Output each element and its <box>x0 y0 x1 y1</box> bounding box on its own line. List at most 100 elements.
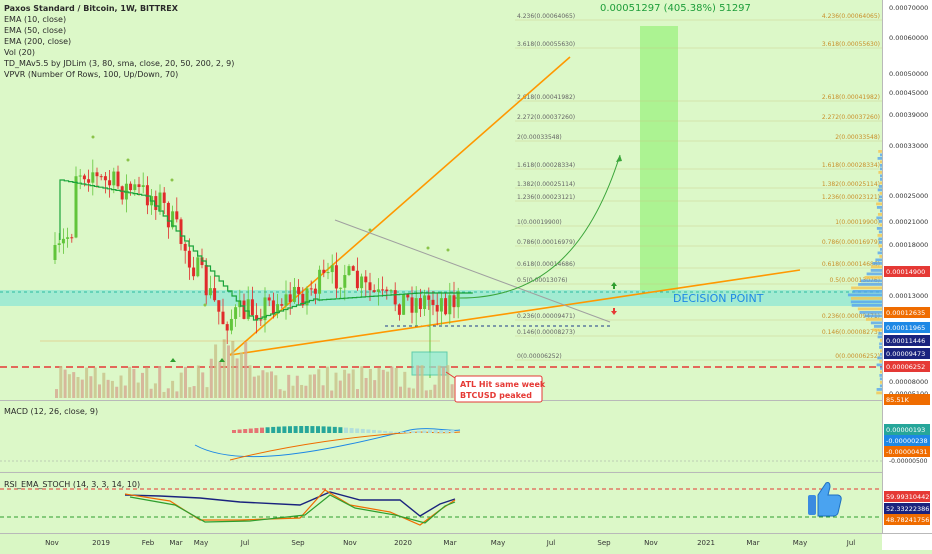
volume-bar <box>266 372 269 398</box>
volume-bar <box>206 387 209 398</box>
vpvr-bar <box>880 178 882 181</box>
vpvr-bar <box>879 241 882 244</box>
candle-body <box>163 193 166 203</box>
legend-ema50[interactable]: EMA (50, close) <box>4 25 66 36</box>
macd-hist-bar <box>277 427 281 433</box>
candle-body <box>453 295 456 307</box>
macd-hist-bar <box>316 426 320 433</box>
volume-bar <box>360 366 363 398</box>
candle-body <box>66 237 69 239</box>
callout-text-1: ATL Hit same week <box>460 380 546 389</box>
macd-hist-bar <box>271 427 275 433</box>
fib-label-right: 0.146(0.00008273) <box>822 329 880 336</box>
y-tick-label: 0.00045000 <box>889 89 928 97</box>
volume-bar <box>236 358 239 398</box>
volume-bar <box>438 366 441 398</box>
candle-body <box>394 290 397 304</box>
volume-bar <box>107 380 110 398</box>
chart-title: Paxos Standard / Bitcoin, 1W, BITTREX <box>4 3 178 14</box>
vpvr-bar <box>878 213 882 216</box>
candle-body <box>117 172 120 187</box>
macd-hist-bar <box>288 426 292 433</box>
vpvr-bar <box>866 318 882 321</box>
candle-body <box>314 289 317 294</box>
fib-label-left: 0(0.00006252) <box>517 353 562 360</box>
candle-body <box>213 288 216 300</box>
fib-label-left: 2(0.00033548) <box>517 134 562 141</box>
volume-bar <box>102 373 105 398</box>
fib-label-right: 4.236(0.00064065) <box>822 13 880 20</box>
vpvr-bar <box>880 161 882 164</box>
vpvr-bar <box>877 227 882 230</box>
candle-body <box>96 172 99 176</box>
rsi-legend[interactable]: RSI_EMA_STOCH (14, 3, 3, 14, 10) <box>4 479 140 490</box>
candle-body <box>427 295 430 299</box>
volume-bar <box>180 373 183 398</box>
candle-body <box>259 319 262 320</box>
volume-bar <box>94 368 97 398</box>
volume-bar <box>154 383 157 398</box>
fib-label-left: 0.5(0.00013076) <box>517 277 568 284</box>
volume-bar <box>89 376 92 398</box>
fib-label-left: 0.786(0.00016979) <box>517 239 575 246</box>
x-tick-label: May <box>793 539 807 547</box>
candle-body <box>444 298 447 314</box>
fib-label-right: 0(0.00006252) <box>835 353 880 360</box>
volume-bar <box>296 376 299 398</box>
vpvr-bar <box>877 206 882 209</box>
candle-body <box>133 184 136 190</box>
fib-label-left: 0.146(0.00008273) <box>517 329 575 336</box>
vpvr-bar <box>872 262 882 265</box>
volume-bar <box>279 389 282 398</box>
candle-body <box>335 265 338 288</box>
volume-bar <box>201 372 204 398</box>
vpvr-bar <box>878 157 882 160</box>
macd-badge-text: 0.00000193 <box>886 426 925 434</box>
candle-body <box>415 298 418 313</box>
macd-hist-bar <box>366 429 370 433</box>
x-tick-label: Nov <box>644 539 658 547</box>
x-tick-label: Jul <box>240 539 250 547</box>
volume-bar <box>399 387 402 398</box>
volume-bar <box>231 341 234 398</box>
fib-label-left: 0.618(0.00014686) <box>517 261 575 268</box>
legend-tdma[interactable]: TD_MAv5.5 by JDLim (3, 80, sma, close, 2… <box>4 58 234 69</box>
legend-ema200[interactable]: EMA (200, close) <box>4 36 71 47</box>
volume-bar <box>317 369 320 398</box>
macd-hist-bar <box>361 429 365 433</box>
volume-bar <box>175 391 178 398</box>
macd-legend[interactable]: MACD (12, 26, close, 9) <box>4 406 98 417</box>
fib-label-left: 1.382(0.00025114) <box>517 181 575 188</box>
volume-bar <box>124 386 127 398</box>
macd-hist-bar <box>434 430 438 433</box>
volume-bar <box>378 368 381 398</box>
candle-body <box>402 294 405 314</box>
candle-body <box>306 288 309 305</box>
macd-hist-bar <box>439 430 443 433</box>
vpvr-bar <box>880 168 882 171</box>
legend-vpvr[interactable]: VPVR (Number Of Rows, 100, Up/Down, 70) <box>4 69 178 80</box>
candle-body <box>209 288 212 295</box>
volume-bar <box>343 370 346 398</box>
candle-body <box>432 300 435 305</box>
legend-ema10[interactable]: EMA (10, close) <box>4 14 66 25</box>
volume-bar <box>309 375 312 398</box>
macd-hist-bar <box>378 430 382 433</box>
fib-label-left: 2.272(0.00037260) <box>517 114 575 121</box>
volume-bar <box>218 362 221 398</box>
x-tick-label: May <box>194 539 208 547</box>
candle-body <box>196 257 199 276</box>
candle-body <box>175 211 178 219</box>
macd-hist-bar <box>266 427 270 433</box>
legend-vol[interactable]: Vol (20) <box>4 47 35 58</box>
volume-bar <box>240 353 243 398</box>
volume-bar <box>416 365 419 398</box>
vpvr-bar <box>848 294 882 297</box>
volume-bar <box>433 385 436 398</box>
candle-body <box>268 297 271 300</box>
vpvr-bar <box>878 234 882 237</box>
macd-hist-bar <box>322 426 326 433</box>
volume-bar <box>193 386 196 398</box>
